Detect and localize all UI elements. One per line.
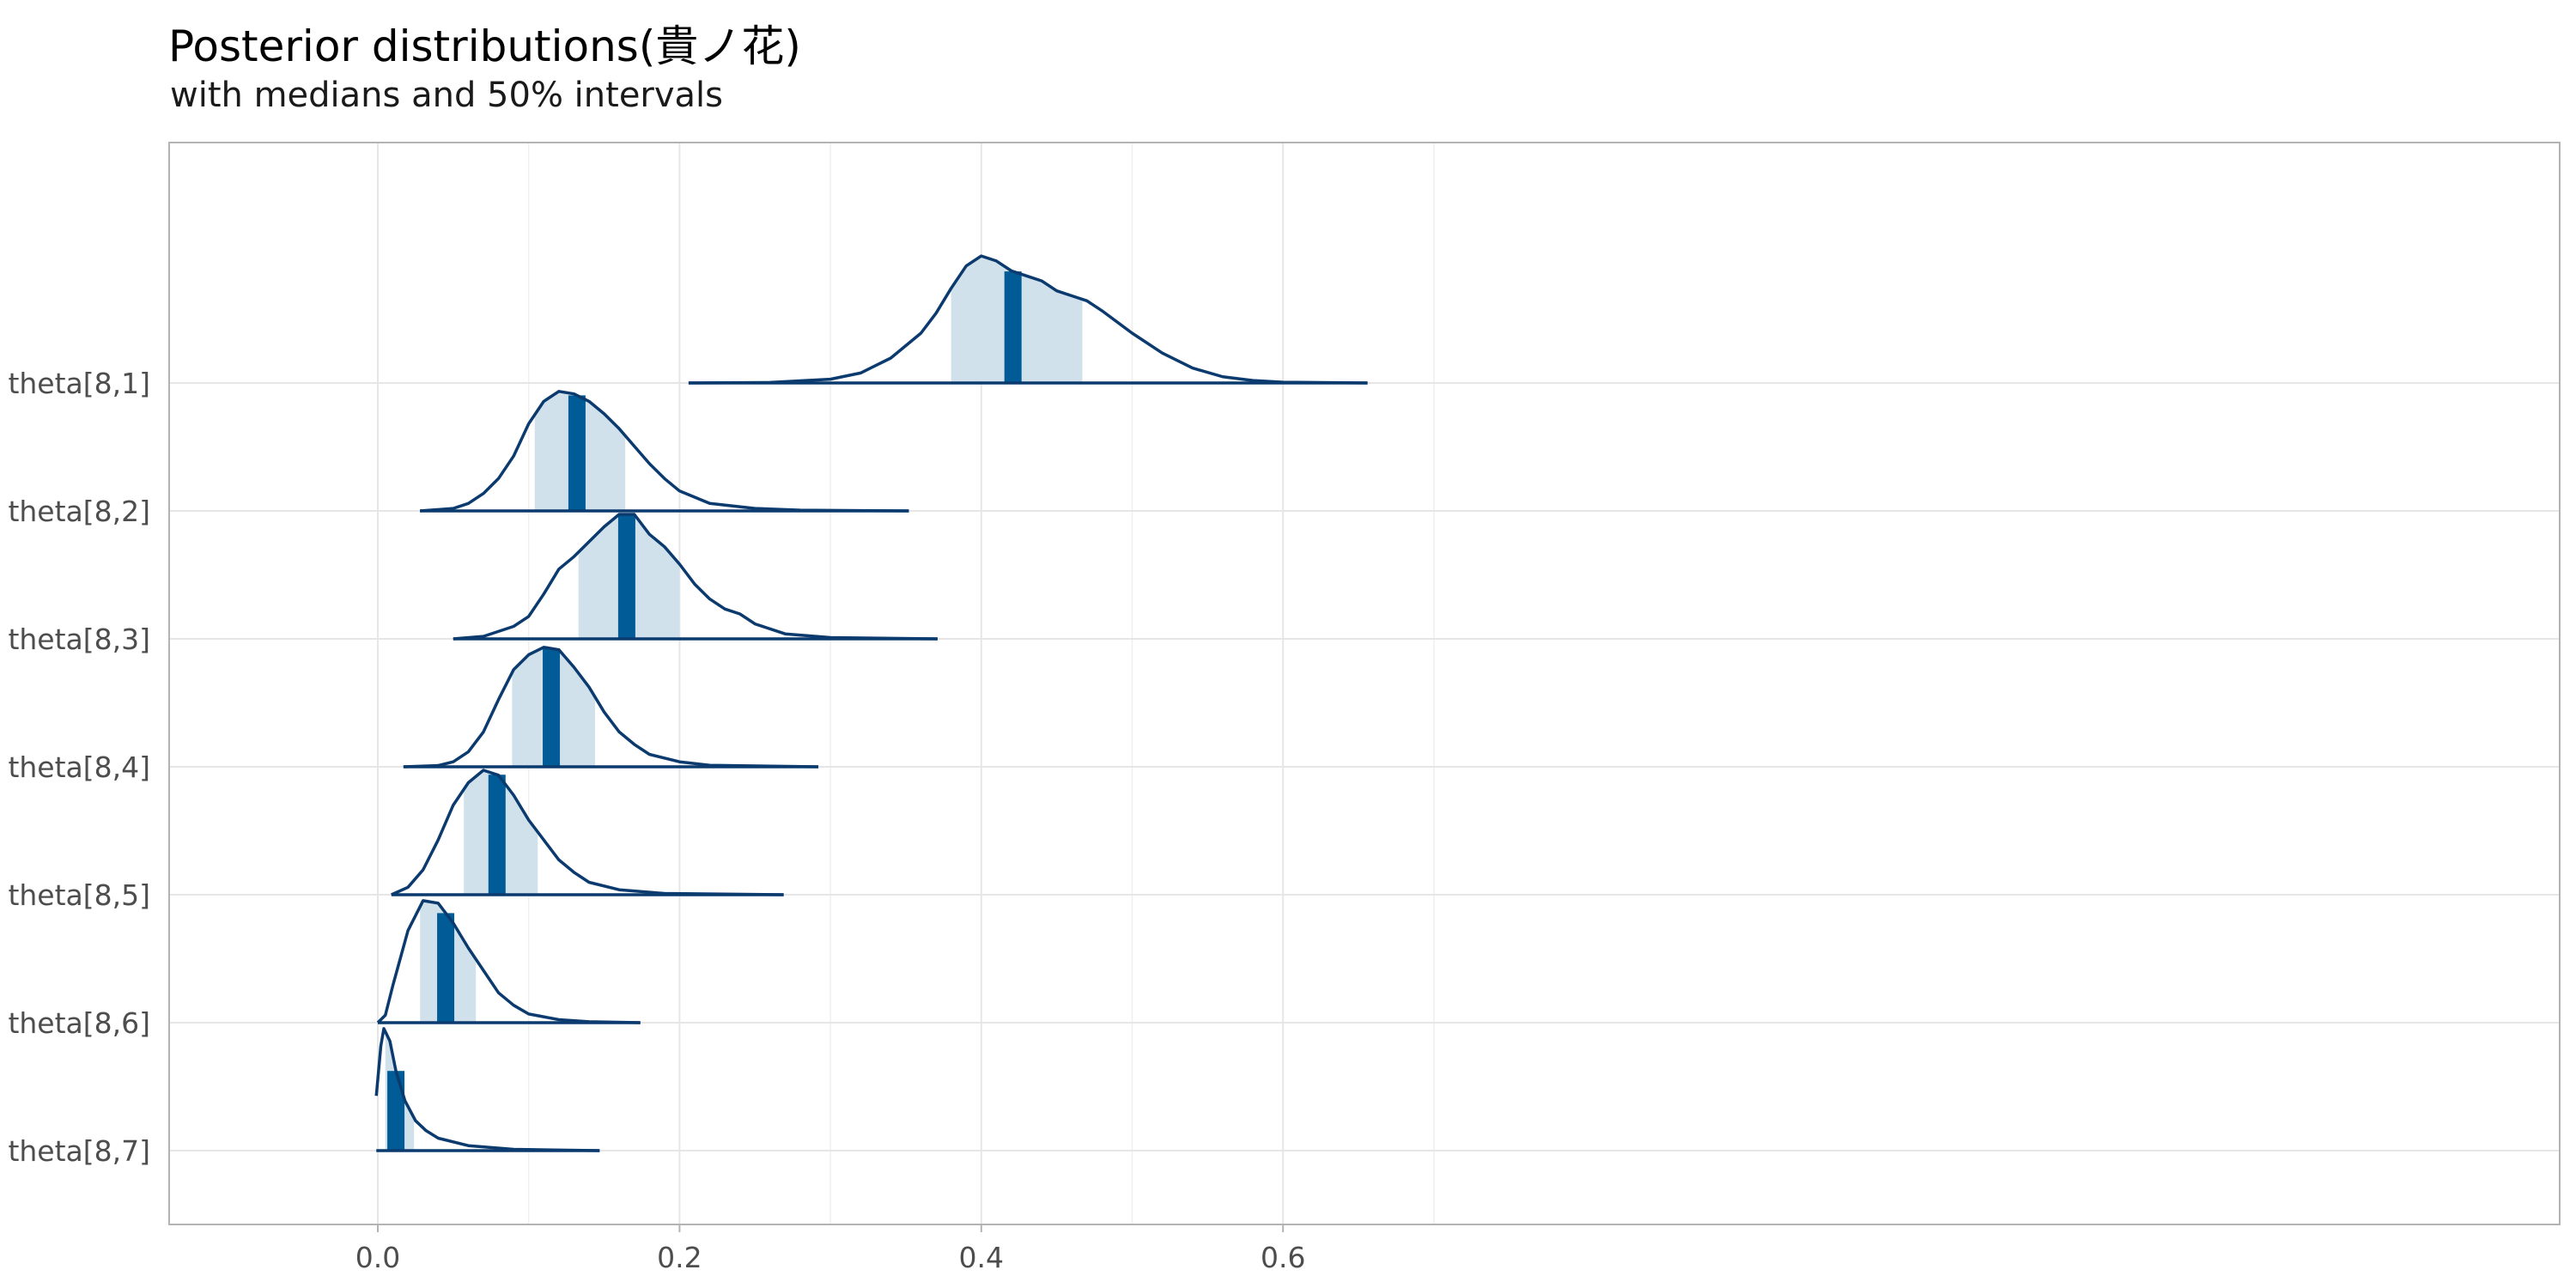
y-tick-label: theta[8,3]	[8, 623, 150, 656]
y-tick-label: theta[8,2]	[8, 495, 150, 528]
y-tick-label: theta[8,6]	[8, 1006, 150, 1040]
median-bar	[387, 1071, 405, 1151]
density-curve	[391, 769, 784, 896]
ridge-7	[374, 1027, 600, 1152]
y-tick-label: theta[8,1]	[8, 367, 150, 400]
density-curve	[376, 899, 641, 1024]
x-tick-label: 0.6	[1261, 1241, 1305, 1274]
ridge-1	[688, 254, 1368, 385]
y-axis-labels: theta[8,1] theta[8,2] theta[8,3] theta[8,4]…	[8, 367, 150, 1168]
density-curve	[403, 646, 819, 769]
ridges	[374, 254, 1368, 1152]
median-bar	[543, 648, 561, 767]
density-curve	[374, 1027, 600, 1152]
ridge-5	[391, 769, 784, 896]
median-bar	[437, 913, 455, 1023]
panel-border	[168, 142, 2561, 1225]
median-bar	[1004, 271, 1022, 383]
median-bar	[617, 514, 635, 639]
x-tick-label: 0.0	[355, 1241, 400, 1274]
chart-subtitle: with medians and 50% intervals	[170, 76, 724, 115]
median-bar	[568, 395, 586, 511]
x-tick-label: 0.4	[959, 1241, 1004, 1274]
y-tick-label: theta[8,5]	[8, 878, 150, 912]
x-axis-labels: 0.0 0.2 0.4 0.6	[355, 1224, 1305, 1274]
ridge-6	[376, 899, 641, 1024]
y-tick-label: theta[8,7]	[8, 1134, 150, 1168]
density-curve	[420, 390, 909, 513]
median-bar	[488, 775, 506, 895]
x-tick-label: 0.2	[657, 1241, 702, 1274]
chart-title: Posterior distributions(貴ノ花)	[168, 21, 801, 71]
ridge-2	[420, 390, 909, 513]
density-curve	[453, 513, 938, 641]
ridge-3	[453, 513, 938, 641]
density-curve	[688, 254, 1368, 385]
y-tick-label: theta[8,4]	[8, 750, 150, 784]
ridge-4	[403, 646, 819, 769]
